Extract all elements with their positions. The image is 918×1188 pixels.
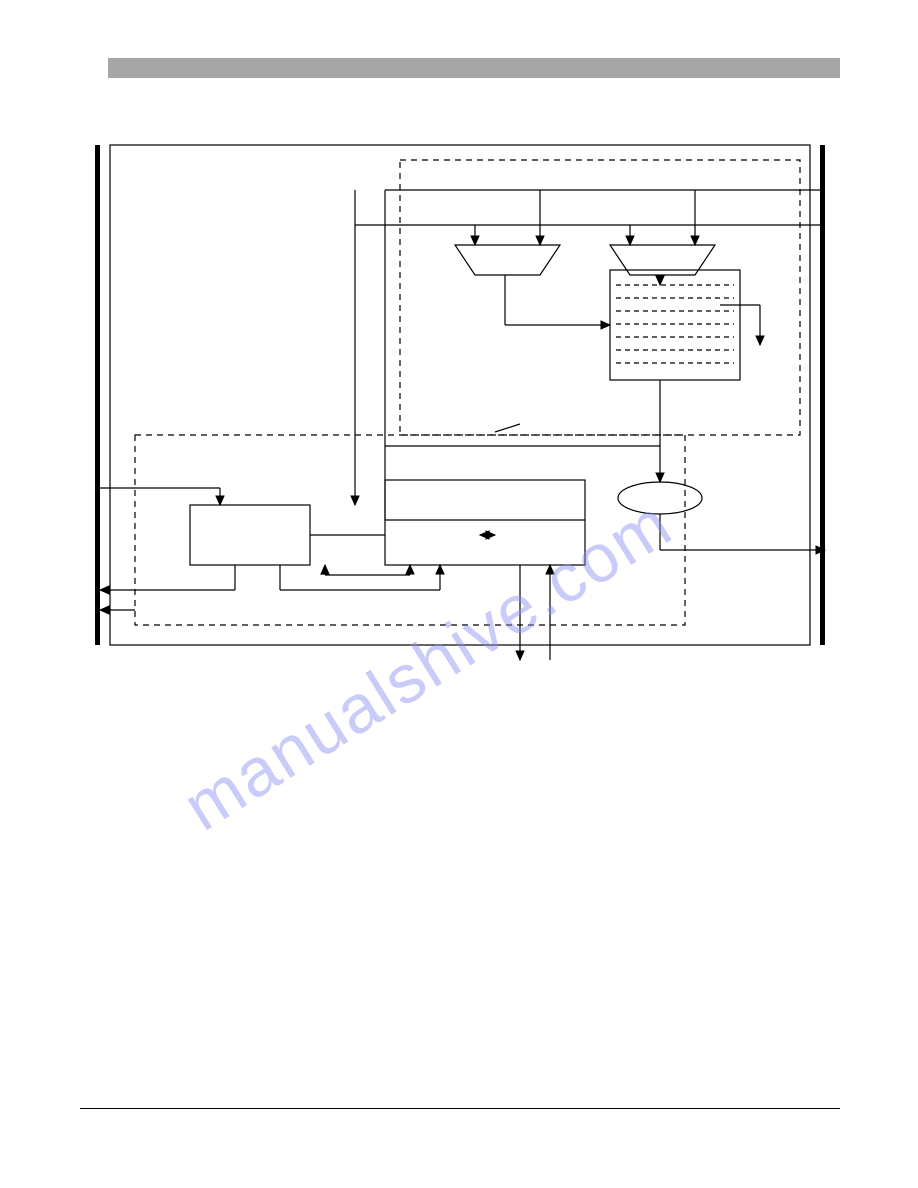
footer-rule [80, 1108, 840, 1109]
block-diagram [80, 130, 840, 690]
header-notch [80, 58, 108, 78]
header-bar [80, 58, 840, 78]
